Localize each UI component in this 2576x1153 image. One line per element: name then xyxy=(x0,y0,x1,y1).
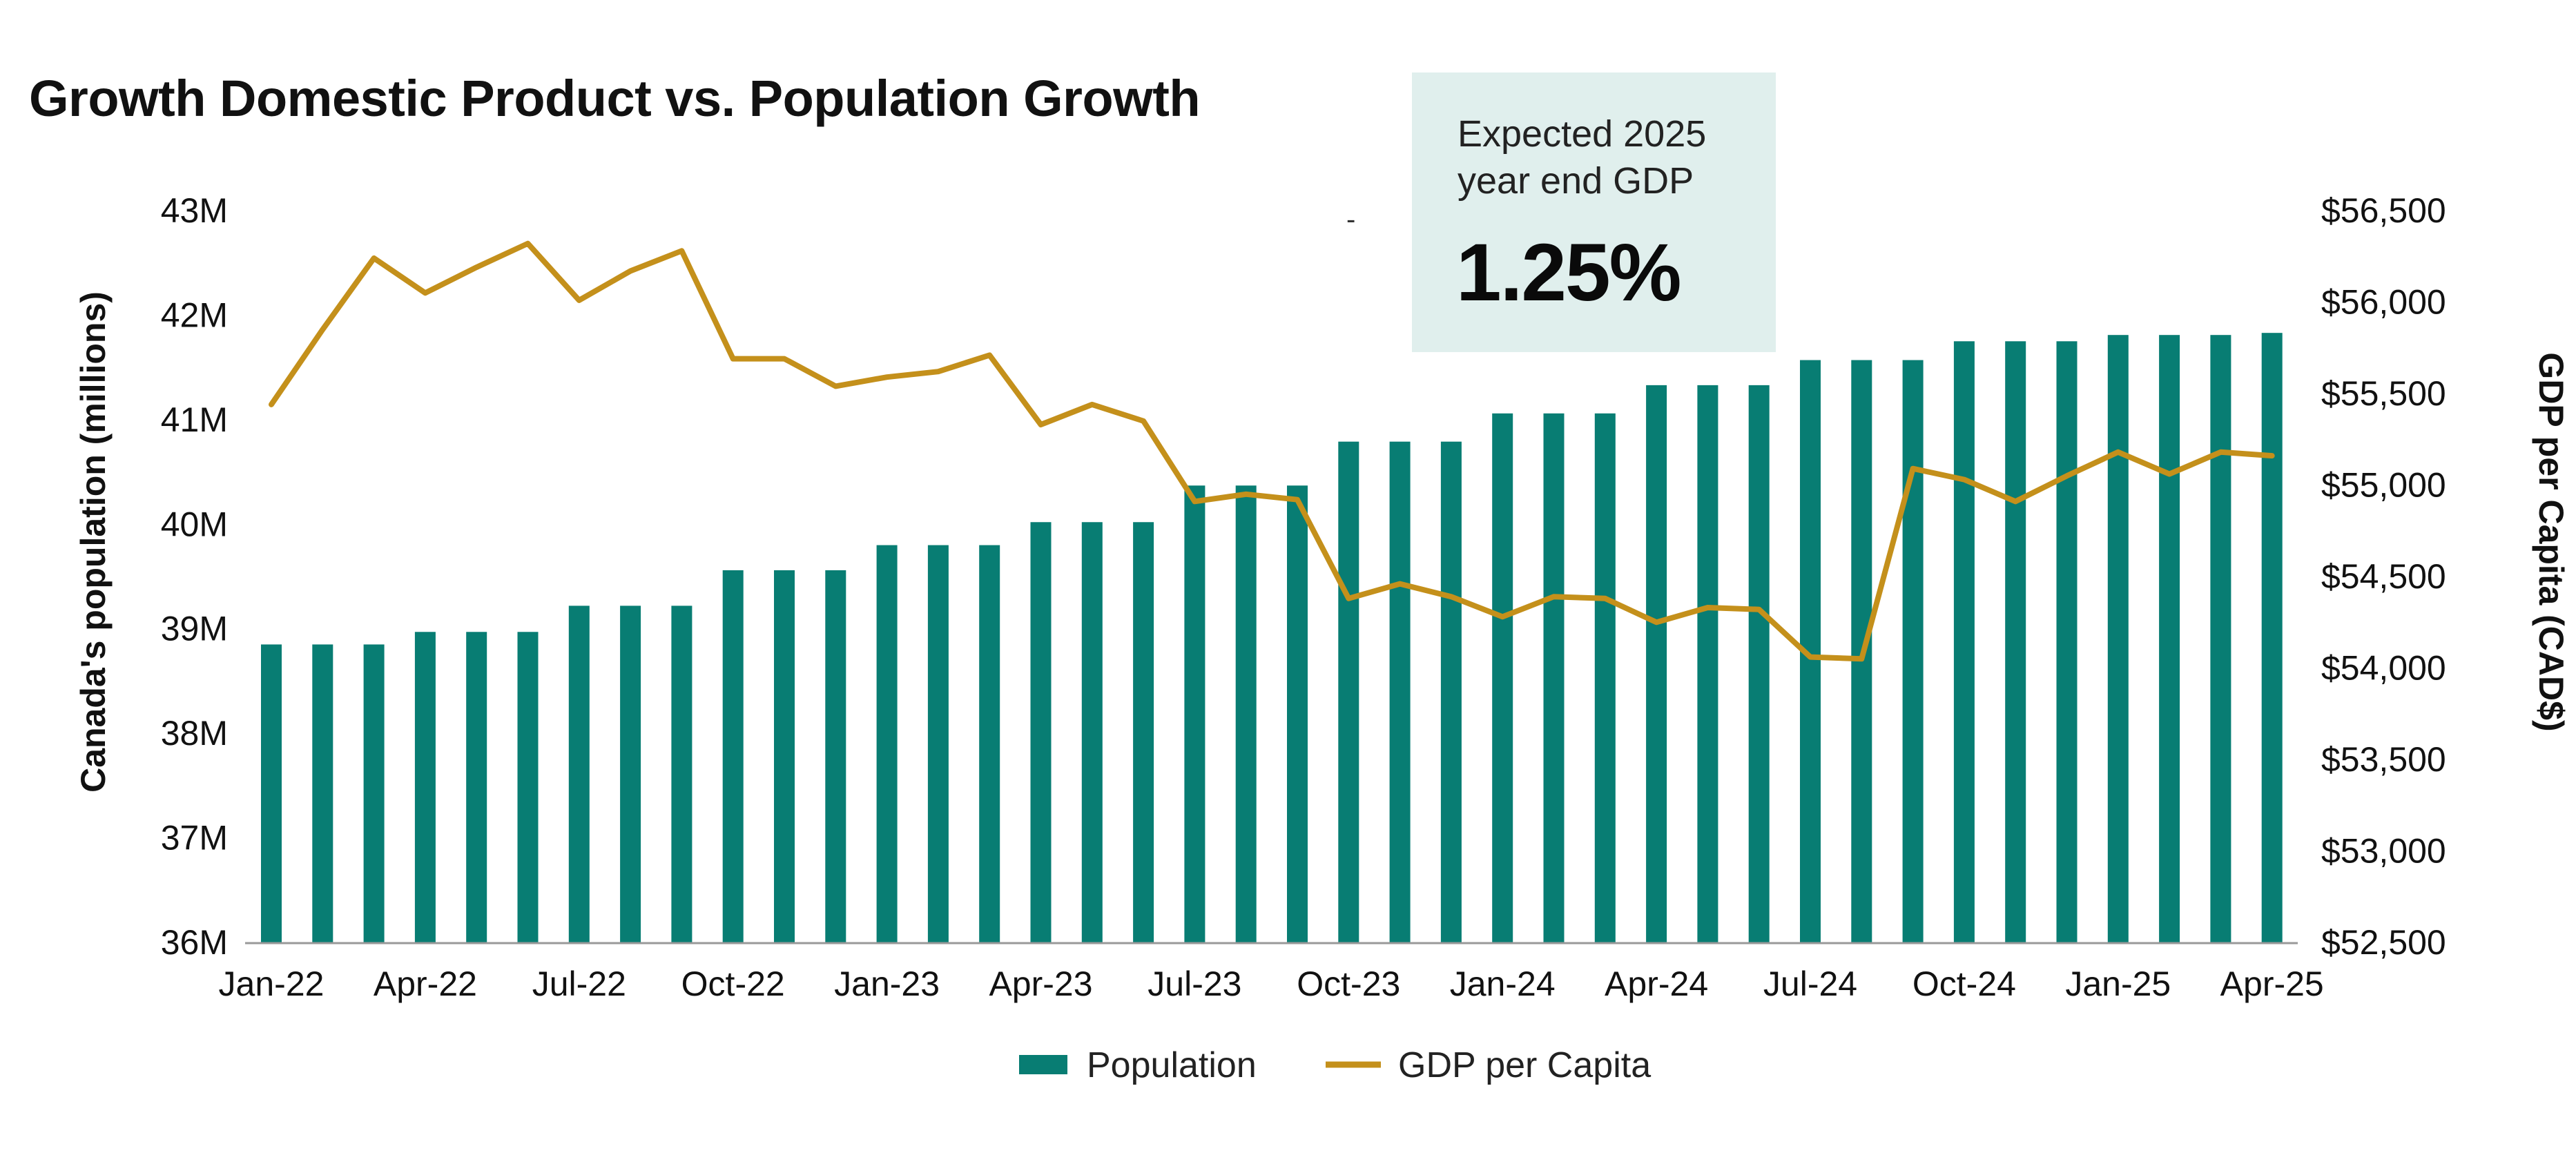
x-tick-label: Jan-25 xyxy=(2065,965,2171,1003)
population-bar-Oct-23 xyxy=(1338,441,1359,942)
right-y-axis-ticks: $52,500 $53,000 $53,500 $54,000 $54,500 $55,0… xyxy=(2321,191,2446,962)
right-axis-title: GDP per Capita (CAD$) xyxy=(2532,352,2570,731)
population-bar-Aug-23 xyxy=(1235,485,1257,942)
y2-tick-label: $55,500 xyxy=(2321,374,2446,413)
population-bar-Mar-24 xyxy=(1594,413,1616,942)
y2-tick-label: $54,500 xyxy=(2321,557,2446,596)
legend-swatch-population xyxy=(1019,1055,1067,1074)
population-bar-Feb-24 xyxy=(1543,413,1565,942)
population-bar-Jul-22 xyxy=(568,605,590,942)
population-bar-Nov-23 xyxy=(1389,441,1411,942)
y2-tick-label: $54,000 xyxy=(2321,649,2446,688)
y-tick-label: 39M xyxy=(161,610,228,648)
x-tick-label: Apr-22 xyxy=(374,965,477,1003)
y2-tick-label: $56,500 xyxy=(2321,191,2446,230)
callout-value: 1.25% xyxy=(1456,227,1682,318)
x-axis-ticks: Jan-22 Apr-22 Jul-22 Oct-22 Jan-23 Apr-23 Jul-… xyxy=(219,965,2324,1003)
y-tick-label: 38M xyxy=(161,714,228,753)
y-tick-label: 37M xyxy=(161,819,228,858)
population-bar-Apr-22 xyxy=(414,632,436,942)
population-bar-Jun-22 xyxy=(517,632,539,942)
population-bar-Sep-23 xyxy=(1287,485,1308,942)
population-bar-Mar-25 xyxy=(2210,335,2231,942)
population-bar-Dec-24 xyxy=(2056,341,2078,942)
population-bar-Apr-25 xyxy=(2261,333,2283,943)
y-tick-label: 40M xyxy=(161,505,228,543)
y2-tick-label: $55,000 xyxy=(2321,466,2446,505)
population-bar-Nov-22 xyxy=(774,570,795,942)
legend-label-gdp: GDP per Capita xyxy=(1398,1045,1651,1085)
population-bar-Jun-23 xyxy=(1133,522,1154,942)
x-tick-label: Jul-22 xyxy=(532,965,626,1003)
population-bar-Sep-22 xyxy=(671,605,693,942)
dash-mark: - xyxy=(1346,204,1356,235)
population-bar-Dec-23 xyxy=(1440,441,1462,942)
gdp-callout-box: Expected 2025 year end GDP 1.25% xyxy=(1412,72,1776,352)
x-tick-label: Apr-25 xyxy=(2220,965,2324,1003)
population-bar-Sep-24 xyxy=(1902,360,1924,942)
left-axis-title: Canada's population (millions) xyxy=(74,291,113,793)
population-bar-Nov-24 xyxy=(2005,341,2026,942)
population-bar-May-23 xyxy=(1081,522,1103,942)
population-bar-Jan-25 xyxy=(2107,335,2129,942)
population-bar-Jan-22 xyxy=(261,644,282,942)
y-tick-label: 42M xyxy=(161,295,228,334)
legend: Population GDP per Capita xyxy=(1019,1045,1651,1085)
population-bar-May-22 xyxy=(466,632,487,942)
population-bar-May-24 xyxy=(1697,385,1718,942)
y-tick-label: 41M xyxy=(161,400,228,439)
callout-label-line1: Expected 2025 xyxy=(1458,113,1707,155)
y2-tick-label: $56,000 xyxy=(2321,283,2446,322)
population-bar-Jun-24 xyxy=(1748,385,1770,942)
x-tick-label: Oct-22 xyxy=(681,965,785,1003)
y-tick-label: 36M xyxy=(161,923,228,962)
population-bar-Dec-22 xyxy=(825,570,846,942)
population-bar-Oct-22 xyxy=(722,570,744,942)
y2-tick-label: $53,000 xyxy=(2321,832,2446,871)
callout-label-line2: year end GDP xyxy=(1458,160,1694,202)
population-bar-Feb-23 xyxy=(927,545,949,942)
y2-tick-label: $52,500 xyxy=(2321,923,2446,962)
population-bar-Jul-23 xyxy=(1184,485,1205,942)
population-bar-Jan-24 xyxy=(1492,413,1513,942)
population-bar-Aug-22 xyxy=(620,605,641,942)
population-bar-Mar-23 xyxy=(979,545,1000,942)
population-bar-Oct-24 xyxy=(1953,341,1975,942)
x-tick-label: Apr-23 xyxy=(989,965,1092,1003)
left-y-axis-ticks: 36M 37M 38M 39M 40M 41M 42M 43M xyxy=(161,191,228,962)
x-tick-label: Jan-24 xyxy=(1450,965,1556,1003)
population-bar-Jan-23 xyxy=(876,545,898,942)
population-bar-Apr-23 xyxy=(1030,522,1052,942)
x-tick-label: Apr-24 xyxy=(1605,965,1708,1003)
x-tick-label: Oct-23 xyxy=(1297,965,1400,1003)
legend-label-population: Population xyxy=(1087,1045,1257,1085)
y2-tick-label: $53,500 xyxy=(2321,740,2446,779)
population-bars xyxy=(261,333,2283,943)
population-bar-Mar-22 xyxy=(363,644,385,942)
population-bar-Feb-25 xyxy=(2159,335,2180,942)
x-tick-label: Jan-23 xyxy=(834,965,940,1003)
x-tick-label: Jul-23 xyxy=(1147,965,1241,1003)
gdp-per-capita-line xyxy=(269,240,2275,662)
population-bar-Apr-24 xyxy=(1646,385,1667,942)
x-tick-label: Jan-22 xyxy=(219,965,325,1003)
y-tick-label: 43M xyxy=(161,191,228,230)
x-tick-label: Oct-24 xyxy=(1912,965,2016,1003)
chart-title: Growth Domestic Product vs. Population G… xyxy=(29,70,1201,127)
population-bar-Feb-22 xyxy=(312,644,333,942)
x-tick-label: Jul-24 xyxy=(1763,965,1857,1003)
